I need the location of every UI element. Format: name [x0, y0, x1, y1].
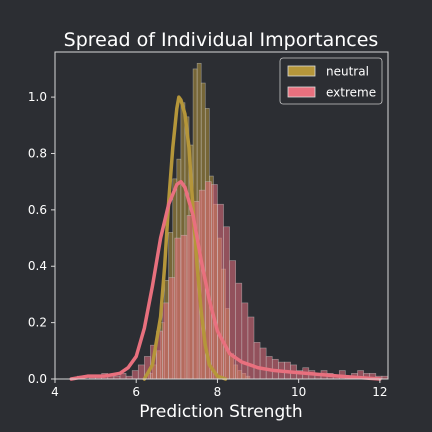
x-tick-label: 10 [291, 385, 306, 399]
x-tick-label: 4 [51, 385, 59, 399]
y-tick-label: 0.2 [28, 316, 47, 330]
histogram-bar-extreme [229, 260, 237, 380]
y-tick-label: 0.8 [28, 146, 47, 160]
histogram-bar-extreme [223, 226, 230, 380]
y-tick-label: 0.0 [28, 372, 47, 386]
x-tick-label: 8 [214, 385, 222, 399]
histogram-bar-extreme [180, 234, 188, 380]
histogram-bar-extreme [235, 282, 243, 380]
legend-label-extreme: extreme [326, 86, 376, 100]
y-tick-label: 0.6 [28, 203, 47, 217]
histogram-bar-extreme [186, 215, 194, 380]
y-tick-label: 1.0 [28, 90, 47, 104]
legend-swatch-neutral [287, 65, 316, 77]
histogram-bar-extreme [162, 302, 170, 380]
x-axis-label: Prediction Strength [139, 402, 302, 422]
legend-swatch-extreme [287, 86, 316, 98]
histogram-bar-extreme [168, 277, 176, 380]
chart-title: Spread of Individual Importances [64, 29, 379, 51]
y-axis-ticks: 0.0 0.2 0.4 0.6 0.8 1.0 [28, 90, 55, 386]
histogram-bar-extreme [259, 347, 267, 380]
histogram-bar-extreme [211, 184, 218, 380]
plot-frame [54, 51, 389, 380]
legend: neutral extreme [279, 57, 383, 105]
histogram-bar-extreme [247, 316, 255, 380]
x-tick-label: 12 [372, 385, 387, 399]
histogram-bar-extreme [217, 203, 224, 380]
kde-line-neutral [142, 95, 228, 381]
histogram-bar-extreme [174, 237, 182, 380]
histogram-bar-extreme [137, 364, 145, 380]
histogram-bar-extreme [131, 370, 139, 380]
y-tick-label: 0.4 [28, 259, 47, 273]
histogram-bar-extreme [241, 302, 249, 380]
kde-line-extreme [69, 179, 382, 381]
x-axis-ticks: 4 6 8 10 12 [51, 379, 388, 399]
legend-label-neutral: neutral [326, 65, 369, 79]
histogram-bar-extreme [253, 342, 261, 380]
x-tick-label: 6 [132, 385, 140, 399]
